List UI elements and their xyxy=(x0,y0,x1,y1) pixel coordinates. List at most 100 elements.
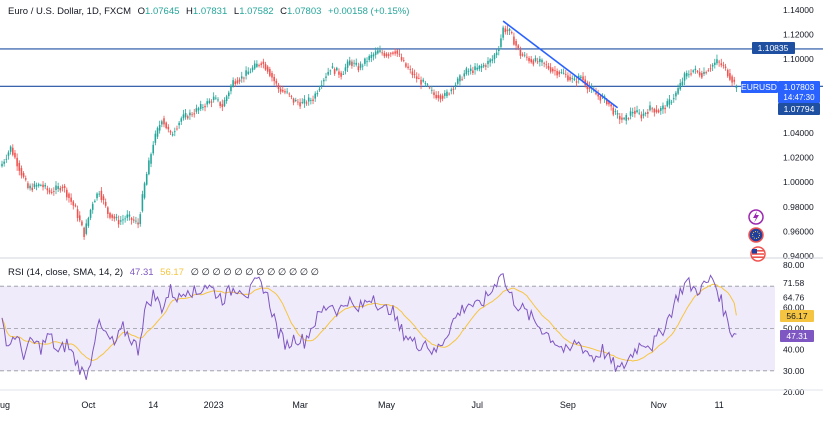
candle-body xyxy=(70,197,72,202)
candle-body xyxy=(660,108,662,111)
candle-body xyxy=(446,91,448,97)
candle-body xyxy=(571,78,574,79)
candle-body xyxy=(197,108,200,111)
rsi-legend[interactable]: RSI (14, close, SMA, 14, 2) 47.31 56.17 … xyxy=(8,267,319,278)
candle-body xyxy=(46,188,49,191)
candle-body xyxy=(580,76,582,79)
candle-body xyxy=(582,76,584,81)
candle-body xyxy=(186,116,189,119)
candle-body xyxy=(150,154,152,164)
badge-level-upper: 1.10835 xyxy=(752,42,795,54)
rsi-levels xyxy=(0,285,775,372)
candle-body xyxy=(573,78,576,80)
badge-level-lower-text: 1.07794 xyxy=(784,104,815,114)
candle-body xyxy=(366,61,368,63)
candle-body xyxy=(431,89,433,91)
candle-body xyxy=(694,68,697,71)
candle-body xyxy=(145,174,148,185)
badge-rsi-value: 47.31 xyxy=(780,330,814,342)
candle-body xyxy=(532,60,535,65)
candle-body xyxy=(463,73,466,77)
candle-body xyxy=(493,54,496,60)
time-tick-label: 14 xyxy=(148,400,158,410)
price-tick-label: 1.14000 xyxy=(783,5,814,15)
candle-body xyxy=(24,178,27,180)
ohlc-close-value: 1.07803 xyxy=(287,6,321,17)
candle-body xyxy=(247,71,250,74)
badge-countdown-text: 14:47:30 xyxy=(783,93,815,102)
candle-body xyxy=(178,122,180,126)
candle-body xyxy=(407,66,409,69)
candle-body xyxy=(698,72,701,76)
candle-body xyxy=(469,68,472,72)
candle-body xyxy=(705,72,707,74)
candle-body xyxy=(541,59,543,63)
candle-body xyxy=(16,157,18,167)
lightning-icon[interactable] xyxy=(748,209,764,225)
candle-body xyxy=(491,59,494,61)
candle-body xyxy=(96,193,98,199)
rsi-legend-value1: 47.31 xyxy=(130,267,154,278)
candle-body xyxy=(720,63,723,66)
header-legend: Euro / U.S. Dollar, 1D, FXCM O1.07645 H1… xyxy=(8,6,409,17)
candle-body xyxy=(539,58,541,62)
candle-body xyxy=(262,61,265,64)
candle-body xyxy=(5,158,8,160)
ohlc-low-value: 1.07582 xyxy=(239,6,273,17)
candle-body xyxy=(243,77,245,79)
candle-body xyxy=(318,88,321,90)
candle-body xyxy=(312,99,314,101)
candle-body xyxy=(510,32,513,34)
candle-body xyxy=(402,60,405,61)
candle-body xyxy=(703,71,705,74)
candle-body xyxy=(94,200,96,202)
candle-body xyxy=(286,91,288,93)
eu-flag-icon[interactable] xyxy=(748,227,764,243)
candle-body xyxy=(228,92,230,97)
candle-body xyxy=(504,28,507,33)
candle-body xyxy=(409,69,412,70)
candle-body xyxy=(20,168,23,176)
candle-body xyxy=(543,62,545,64)
candle-body xyxy=(459,75,461,82)
candle-body xyxy=(411,71,414,76)
candle-body xyxy=(33,183,36,188)
time-tick-label: Aug xyxy=(0,400,10,410)
candle-body xyxy=(374,51,377,55)
candle-body xyxy=(111,214,113,218)
candle-body xyxy=(547,65,550,69)
candle-body xyxy=(240,76,243,79)
candle-body xyxy=(271,72,273,78)
price-tick-label: 0.98000 xyxy=(783,202,814,212)
trendline[interactable] xyxy=(502,20,619,109)
ohlc-open-value: 1.07645 xyxy=(145,6,179,17)
price-tick-label: 1.10000 xyxy=(783,54,814,64)
candle-body xyxy=(495,52,498,56)
rsi-lines xyxy=(1,273,737,380)
candle-body xyxy=(336,67,338,71)
candle-body xyxy=(81,221,83,226)
candle-body xyxy=(292,98,295,103)
candle-body xyxy=(124,218,126,220)
candle-body xyxy=(169,131,172,133)
candle-body xyxy=(44,184,46,187)
candle-body xyxy=(487,60,489,65)
candle-body xyxy=(623,118,625,120)
candle-body xyxy=(156,128,159,137)
badge-level-lower: 1.07794 xyxy=(778,103,820,115)
candle-body xyxy=(310,100,312,101)
candle-body xyxy=(98,193,100,195)
candle-body xyxy=(567,75,569,81)
candle-body xyxy=(498,49,500,51)
candle-body xyxy=(418,78,420,79)
candle-body xyxy=(89,209,92,218)
candle-body xyxy=(433,92,435,96)
candle-body xyxy=(40,185,42,186)
us-flag-icon[interactable] xyxy=(750,246,766,262)
candle-body xyxy=(357,66,360,71)
candle-body xyxy=(180,118,183,122)
candle-body xyxy=(554,70,556,72)
